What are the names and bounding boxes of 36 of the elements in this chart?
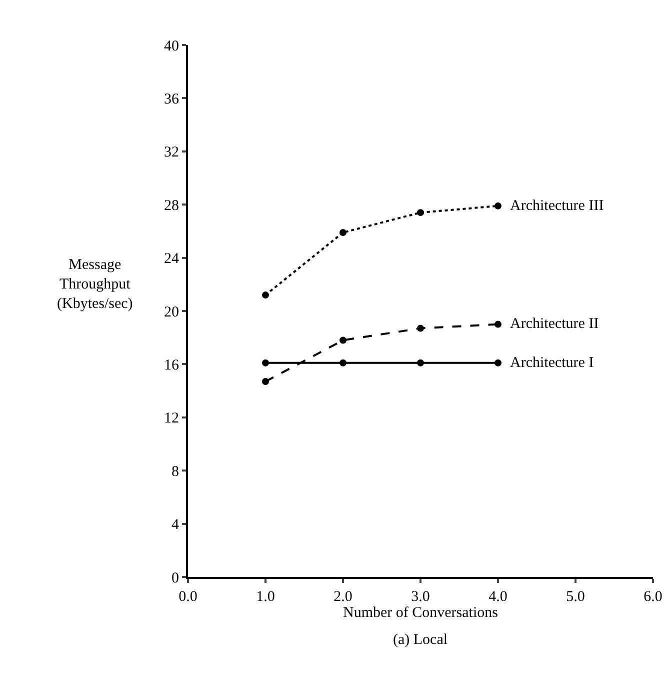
point [494, 202, 502, 210]
x-tick-label: 4.0 [488, 589, 508, 605]
y-tick-label: 40 [164, 38, 179, 54]
y-tick-label: 20 [164, 304, 179, 320]
y-tick-label: 16 [164, 357, 180, 374]
y-axis-title: Message Throughput (Kbytes/sec) [57, 257, 133, 312]
x-tick-label: 1.0 [256, 589, 275, 605]
y-tick-label: 36 [164, 91, 180, 108]
point [262, 359, 269, 366]
point [340, 336, 346, 344]
x-tick-label: 0.0 [178, 589, 198, 605]
point [494, 359, 502, 366]
text: (a) Local [393, 632, 448, 648]
y-tick-label: 12 [164, 410, 179, 427]
y-tick-label: 0 [172, 570, 179, 586]
point [340, 359, 346, 366]
y-tick-label: 32 [164, 144, 179, 161]
x-axis-title: Number of Conversations [343, 605, 498, 621]
point [262, 378, 269, 385]
x-tick-label: 3.0 [411, 589, 430, 605]
point [340, 229, 346, 236]
x-tick-label: 2.0 [334, 589, 352, 605]
y-tick-label: 28 [164, 198, 179, 214]
y-tick-label: 4 [172, 517, 180, 534]
x-tick-label: 5.0 [566, 589, 585, 605]
series-label: Architecture I [510, 355, 594, 371]
point [494, 320, 502, 328]
y-tick-label: 24 [164, 251, 180, 268]
y-tick-label: 8 [172, 464, 179, 480]
series-label: Architecture II [510, 316, 599, 332]
point [262, 292, 269, 299]
point [417, 324, 424, 332]
x-tick-label: 6.0 [644, 589, 662, 605]
point [417, 359, 424, 366]
series-label: Architecture III [510, 198, 604, 214]
point [417, 209, 424, 216]
